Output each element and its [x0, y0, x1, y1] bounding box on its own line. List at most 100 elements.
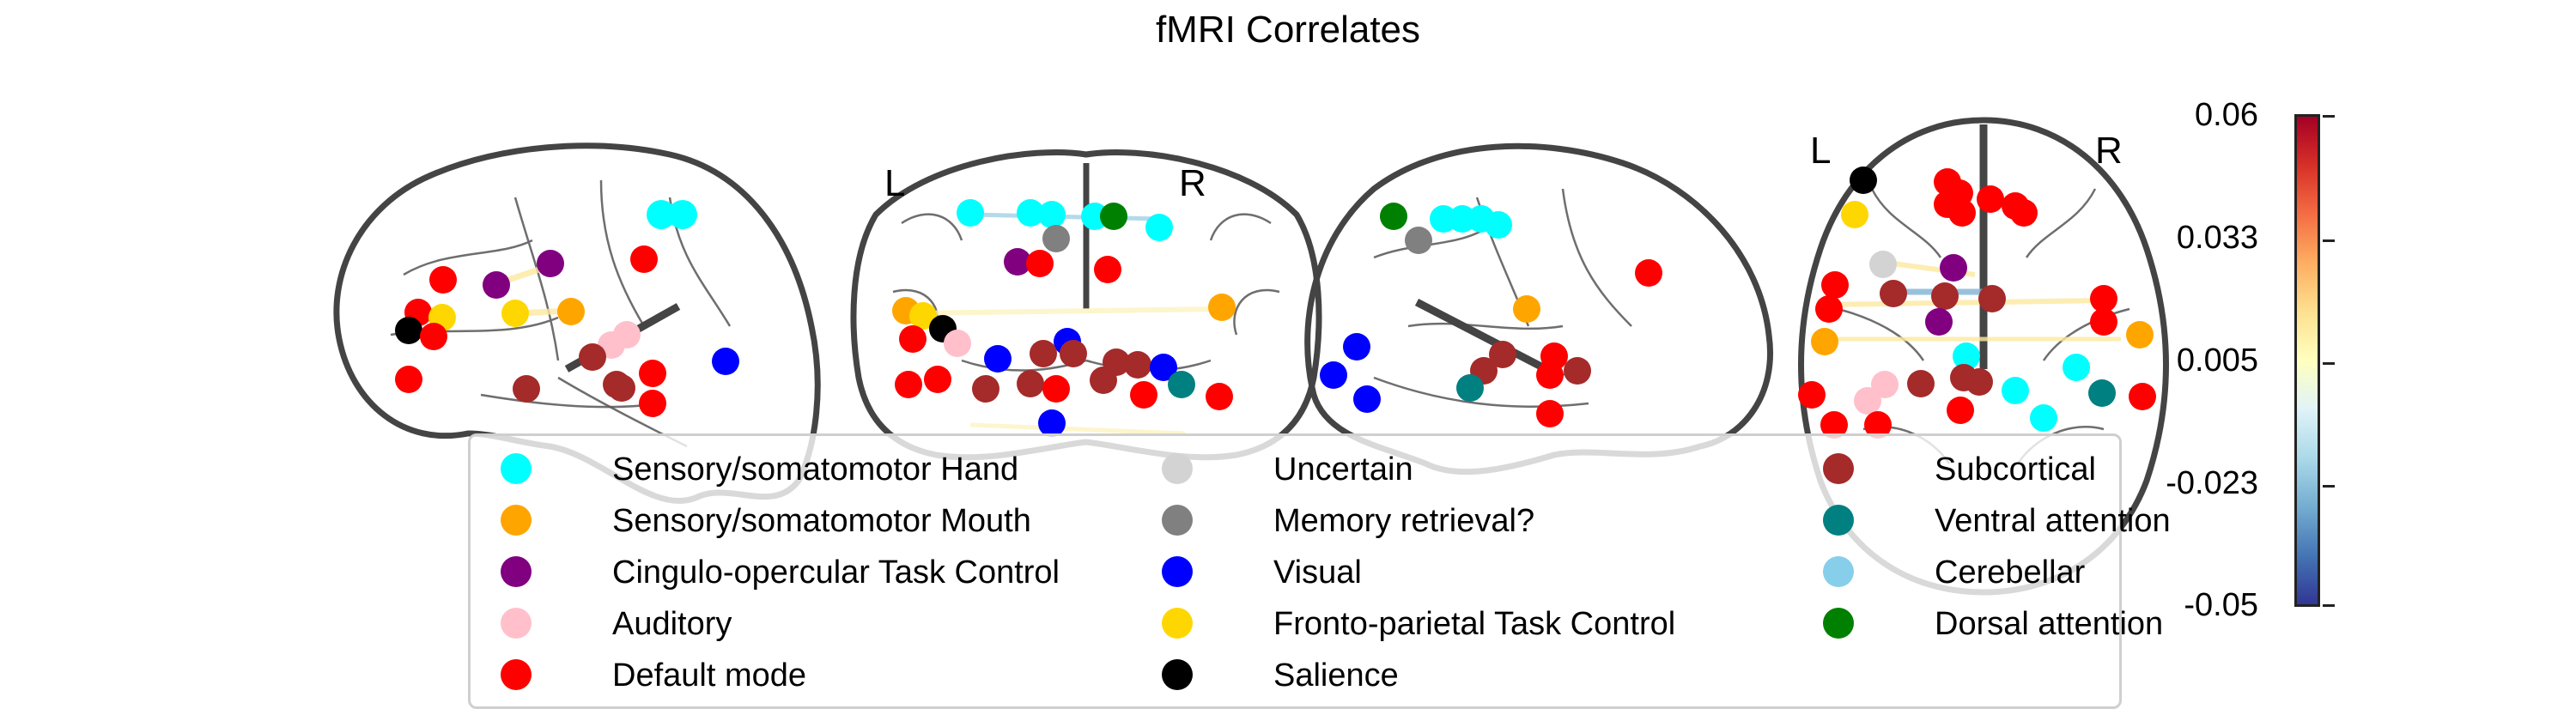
colorbar-tick [2323, 604, 2335, 607]
node [1947, 397, 1974, 424]
node [1456, 374, 1484, 402]
legend-swatch [1823, 608, 1854, 639]
legend-swatch [1162, 659, 1193, 690]
legend-item: Default mode [501, 651, 806, 699]
nodes-sagittal-left [395, 200, 739, 417]
right-hemisphere-label: R [2095, 130, 2123, 172]
legend-swatch [501, 659, 532, 690]
node [483, 271, 510, 299]
node [1060, 340, 1087, 367]
node [1100, 203, 1127, 230]
node [1811, 328, 1838, 355]
colorbar-label: 0.005 [2176, 342, 2258, 379]
colorbar-tick [2323, 485, 2335, 488]
node [2063, 354, 2090, 381]
node [899, 325, 927, 353]
node [608, 374, 635, 402]
legend-item: Subcortical [1823, 445, 2096, 493]
node [1038, 201, 1066, 228]
legend-item: Visual [1162, 548, 1362, 596]
colorbar-label: 0.033 [2176, 220, 2258, 256]
nodes-axial [1798, 167, 2156, 439]
node [1821, 271, 1849, 299]
node [1017, 370, 1044, 397]
node [1026, 250, 1054, 277]
legend: Sensory/somatomotor Hand Sensory/somatom… [468, 433, 2171, 709]
node [1871, 371, 1899, 398]
node [647, 200, 676, 229]
node [1536, 361, 1564, 389]
node [1564, 357, 1591, 385]
node [395, 317, 422, 344]
node [429, 266, 457, 294]
node [1907, 370, 1935, 397]
legend-swatch [1162, 556, 1193, 587]
colorbar-tick [2323, 362, 2335, 365]
node [1940, 254, 1967, 282]
axial-view: L R [1798, 117, 2169, 596]
node [557, 298, 585, 325]
left-hemisphere-label: L [884, 162, 905, 204]
node [420, 323, 447, 350]
colorbar-label: -0.05 [2184, 587, 2258, 623]
legend-item: Auditory [501, 599, 732, 647]
node [2126, 321, 2154, 348]
legend-swatch [1823, 453, 1854, 484]
legend-swatch [501, 608, 532, 639]
node [957, 199, 984, 227]
node [1485, 211, 1512, 239]
legend-swatch [1162, 608, 1193, 639]
node [2010, 199, 2038, 227]
colorbar-label: -0.023 [2166, 465, 2258, 501]
node [1880, 280, 1907, 307]
nodes-sagittal-right [1320, 203, 1662, 427]
node [1820, 411, 1848, 439]
colorbar-tick [2323, 239, 2335, 242]
legend-swatch [501, 556, 532, 587]
node [1094, 256, 1121, 283]
legend-label: Salience [1273, 657, 1399, 694]
node [895, 371, 922, 398]
colorbar-tick [2323, 115, 2335, 118]
node [1489, 341, 1516, 368]
left-hemisphere-label: L [1810, 130, 1831, 172]
node [1004, 248, 1031, 276]
legend-label: Ventral attention [1935, 503, 2171, 539]
legend-label: Fronto-parietal Task Control [1273, 606, 1676, 642]
node [1635, 259, 1662, 287]
node [1798, 381, 1826, 409]
node [1864, 411, 1892, 439]
node [1948, 199, 1976, 227]
node [944, 330, 971, 357]
node [1042, 375, 1070, 403]
node [1925, 308, 1953, 336]
legend-item: Dorsal attention [1823, 599, 2163, 647]
legend-item: Fronto-parietal Task Control [1162, 599, 1675, 647]
node [1042, 225, 1070, 252]
node [1953, 342, 1980, 370]
node [909, 302, 937, 330]
colorbar [2294, 114, 2320, 607]
node [1449, 205, 1476, 233]
legend-swatch [1823, 556, 1854, 587]
node [639, 360, 666, 387]
legend-label: Memory retrieval? [1273, 503, 1535, 539]
node [1869, 251, 1897, 278]
node [1978, 285, 2006, 312]
colorbar-label: 0.06 [2195, 97, 2258, 133]
node [1353, 385, 1381, 413]
legend-item: Sensory/somatomotor Hand [501, 445, 1018, 493]
node [984, 345, 1012, 373]
node [2090, 285, 2117, 312]
node [1124, 351, 1151, 379]
legend-swatch [1823, 505, 1854, 536]
node [579, 343, 606, 371]
node [972, 375, 999, 403]
node [1965, 368, 1993, 396]
node [1343, 333, 1370, 360]
node [2129, 383, 2156, 410]
legend-swatch [1162, 505, 1193, 536]
node [1038, 409, 1066, 437]
legend-item: Cingulo-opercular Task Control [501, 548, 1060, 596]
